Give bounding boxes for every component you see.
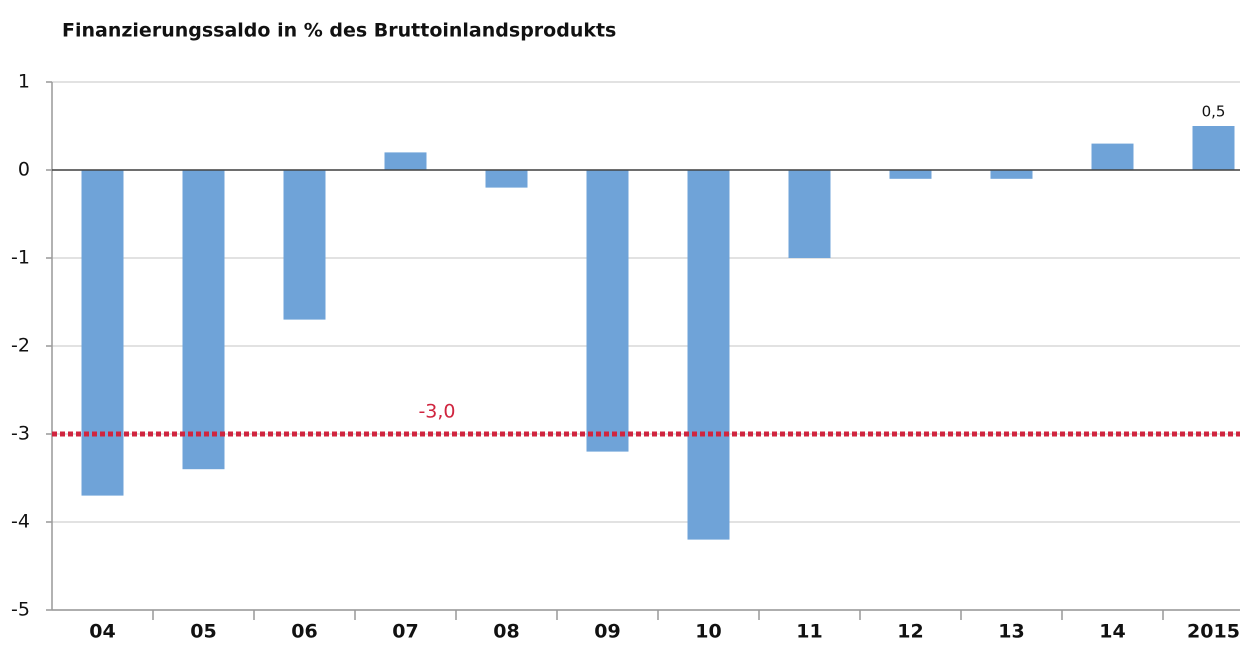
bar	[1091, 143, 1134, 170]
bar	[384, 152, 427, 170]
bar	[485, 170, 528, 188]
bar	[586, 170, 629, 452]
x-tick-label: 14	[1099, 621, 1125, 643]
y-tick-label: -1	[11, 247, 30, 269]
x-tick-label: 11	[796, 621, 822, 643]
y-tick-label: -4	[11, 511, 30, 533]
y-tick-label: 1	[18, 71, 30, 93]
x-tick-label: 12	[897, 621, 923, 643]
y-tick-label: -3	[11, 423, 30, 445]
x-tick-label: 2015	[1187, 621, 1240, 643]
chart-title: Finanzierungssaldo in % des Bruttoinland…	[62, 20, 616, 42]
x-tick-label: 08	[493, 621, 519, 643]
bar	[283, 170, 326, 320]
x-tick-label: 10	[695, 621, 721, 643]
reference-label: -3,0	[418, 401, 455, 423]
x-tick-label: 04	[89, 621, 115, 643]
x-tick-label: 13	[998, 621, 1024, 643]
bar	[1192, 126, 1235, 170]
bar	[990, 170, 1033, 179]
x-tick-label: 06	[291, 621, 317, 643]
bar	[81, 170, 124, 496]
x-tick-label: 09	[594, 621, 620, 643]
bar	[889, 170, 932, 179]
bar	[182, 170, 225, 470]
bar	[687, 170, 730, 540]
bar	[788, 170, 831, 258]
y-tick-label: -2	[11, 335, 30, 357]
x-tick-label: 07	[392, 621, 418, 643]
x-tick-label: 05	[190, 621, 216, 643]
y-tick-label: 0	[18, 159, 30, 181]
value-label: 0,5	[1202, 103, 1226, 121]
y-tick-label: -5	[11, 599, 30, 621]
